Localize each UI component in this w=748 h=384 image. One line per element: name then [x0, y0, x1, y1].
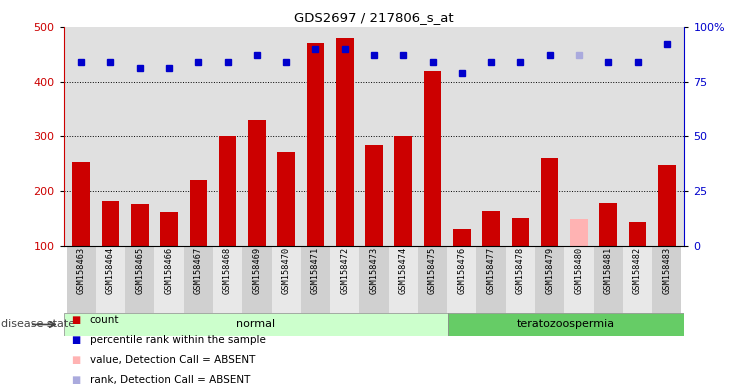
Text: GDS2697 / 217806_s_at: GDS2697 / 217806_s_at [294, 12, 454, 25]
Bar [359, 246, 389, 313]
Bar [301, 246, 330, 313]
Text: GSM158473: GSM158473 [370, 247, 378, 295]
Text: GSM158480: GSM158480 [574, 247, 583, 295]
Text: GSM158463: GSM158463 [76, 247, 86, 295]
Bar [658, 166, 675, 246]
Text: ■: ■ [71, 335, 80, 345]
Bar [564, 246, 594, 313]
Text: percentile rank within the sample: percentile rank within the sample [90, 335, 266, 345]
Text: GSM158466: GSM158466 [165, 247, 174, 295]
Text: GSM158468: GSM158468 [223, 247, 232, 295]
Bar [535, 246, 564, 313]
Bar [64, 313, 448, 336]
Bar [213, 246, 242, 313]
Text: GSM158464: GSM158464 [106, 247, 115, 295]
Text: GSM158483: GSM158483 [662, 247, 672, 295]
Text: GSM158469: GSM158469 [252, 247, 261, 295]
Text: disease state: disease state [1, 319, 76, 329]
Bar [125, 246, 154, 313]
Bar [96, 246, 125, 313]
Bar [506, 246, 535, 313]
Text: GSM158472: GSM158472 [340, 247, 349, 295]
Text: GSM158474: GSM158474 [399, 247, 408, 295]
Bar [424, 71, 441, 246]
Bar [453, 229, 470, 246]
Text: count: count [90, 315, 119, 325]
Bar [512, 218, 529, 246]
Bar [599, 203, 617, 246]
Bar [278, 152, 295, 246]
Bar [394, 136, 412, 246]
Text: GSM158478: GSM158478 [516, 247, 525, 295]
Bar [365, 144, 383, 246]
Text: GSM158471: GSM158471 [311, 247, 320, 295]
Text: rank, Detection Call = ABSENT: rank, Detection Call = ABSENT [90, 375, 250, 384]
Bar [272, 246, 301, 313]
Bar [476, 246, 506, 313]
Text: GSM158476: GSM158476 [457, 247, 466, 295]
Bar [482, 211, 500, 246]
Bar [448, 313, 684, 336]
Bar [418, 246, 447, 313]
Text: GSM158479: GSM158479 [545, 247, 554, 295]
Text: GSM158467: GSM158467 [194, 247, 203, 295]
Bar [242, 246, 272, 313]
Text: ■: ■ [71, 315, 80, 325]
Bar [131, 204, 149, 246]
Bar [623, 246, 652, 313]
Text: teratozoospermia: teratozoospermia [517, 319, 615, 329]
Text: value, Detection Call = ABSENT: value, Detection Call = ABSENT [90, 355, 255, 365]
Bar [594, 246, 623, 313]
Text: GSM158465: GSM158465 [135, 247, 144, 295]
Bar [248, 120, 266, 246]
Text: GSM158481: GSM158481 [604, 247, 613, 295]
Bar [447, 246, 476, 313]
Text: GSM158470: GSM158470 [282, 247, 291, 295]
Text: ■: ■ [71, 355, 80, 365]
Text: GSM158477: GSM158477 [487, 247, 496, 295]
Bar [160, 212, 178, 246]
Bar [570, 220, 588, 246]
Bar [73, 162, 90, 246]
Bar [389, 246, 418, 313]
Bar [218, 136, 236, 246]
Text: GSM158475: GSM158475 [428, 247, 437, 295]
Bar [330, 246, 359, 313]
Text: ■: ■ [71, 375, 80, 384]
Bar [184, 246, 213, 313]
Bar [652, 246, 681, 313]
Bar [541, 158, 559, 246]
Bar [307, 43, 324, 246]
Text: GSM158482: GSM158482 [633, 247, 642, 295]
Text: normal: normal [236, 319, 275, 329]
Bar [189, 180, 207, 246]
Bar [102, 201, 119, 246]
Bar [336, 38, 354, 246]
Bar [154, 246, 184, 313]
Bar [67, 246, 96, 313]
Bar [629, 222, 646, 246]
